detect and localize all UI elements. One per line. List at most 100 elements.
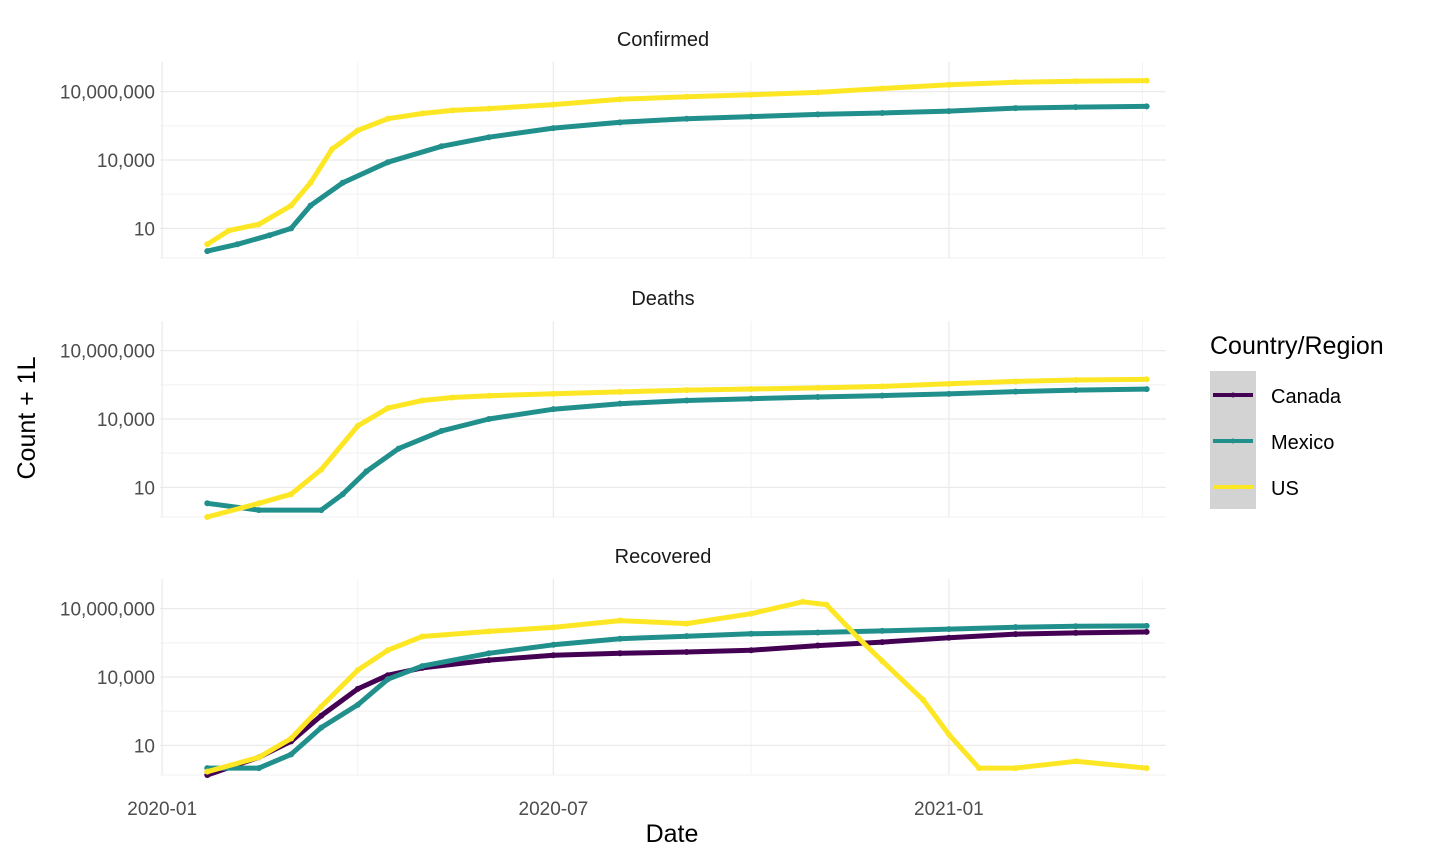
data-point-us — [485, 628, 492, 635]
data-point-canada — [485, 657, 492, 664]
legend-item-us: US — [1213, 478, 1299, 500]
data-point-us — [288, 491, 295, 498]
data-point-mexico — [438, 143, 445, 150]
data-point-mexico — [748, 395, 755, 402]
x-tick-label: 2020-07 — [519, 799, 589, 820]
data-point-us — [419, 633, 426, 640]
data-point-mexico — [339, 179, 346, 186]
data-point-mexico — [307, 202, 314, 209]
data-point-us — [1072, 758, 1079, 765]
data-point-mexico — [879, 110, 886, 117]
data-point-canada — [617, 650, 624, 657]
data-point-us — [318, 466, 325, 473]
data-point-us — [288, 202, 295, 209]
data-point-us — [550, 101, 557, 108]
data-point-mexico — [617, 119, 624, 126]
data-point-us — [920, 696, 927, 703]
data-point-us — [1012, 765, 1019, 772]
legend-swatch-point — [1230, 438, 1236, 444]
data-point-us — [255, 754, 262, 761]
data-point-us — [255, 221, 262, 228]
data-point-mexico — [748, 630, 755, 637]
data-point-canada — [1072, 629, 1079, 636]
data-point-us — [879, 658, 886, 665]
data-point-mexico — [550, 406, 557, 413]
data-point-mexico — [945, 390, 952, 397]
data-point-mexico — [1072, 623, 1079, 630]
data-point-us — [419, 110, 426, 117]
data-point-mexico — [945, 108, 952, 115]
data-point-us — [945, 731, 952, 738]
y-tick-label: 10,000 — [97, 151, 155, 172]
series-line-canada — [204, 629, 1150, 778]
series-line-us — [204, 78, 1150, 247]
data-point-us — [550, 624, 557, 631]
series-line-mexico — [204, 103, 1150, 254]
data-point-mexico — [879, 627, 886, 634]
x-tick-label: 2020-01 — [127, 799, 197, 820]
data-point-mexico — [945, 626, 952, 633]
data-point-us — [683, 620, 690, 627]
data-point-us — [945, 380, 952, 387]
data-point-us — [683, 93, 690, 100]
y-tick-label: 10 — [134, 478, 155, 499]
data-point-us — [485, 105, 492, 112]
data-point-mexico — [617, 635, 624, 642]
data-point-mexico — [1012, 105, 1019, 112]
data-point-us — [204, 241, 211, 248]
data-point-us — [855, 635, 862, 642]
data-point-mexico — [339, 491, 346, 498]
data-point-mexico — [617, 400, 624, 407]
data-point-us — [879, 85, 886, 92]
data-point-us — [683, 387, 690, 394]
data-point-us — [204, 768, 211, 775]
data-point-mexico — [683, 397, 690, 404]
data-point-us — [617, 388, 624, 395]
data-point-us — [419, 397, 426, 404]
data-point-canada — [550, 652, 557, 659]
data-point-us — [354, 127, 361, 134]
data-point-us — [449, 394, 456, 401]
data-point-us — [879, 383, 886, 390]
data-point-canada — [879, 639, 886, 646]
data-point-us — [748, 91, 755, 98]
data-point-us — [485, 392, 492, 399]
data-point-us — [318, 703, 325, 710]
data-point-canada — [945, 634, 952, 641]
data-point-mexico — [384, 676, 391, 683]
legend-swatch-point — [1230, 392, 1236, 398]
data-point-canada — [814, 642, 821, 649]
data-point-mexico — [748, 113, 755, 120]
legend-item-canada: Canada — [1213, 386, 1342, 408]
data-point-mexico — [266, 232, 273, 239]
facet-panels: Confirmed 10 10,000 10,000,000 Deaths 10 10,00… — [60, 29, 1166, 820]
data-point-mexico — [683, 633, 690, 640]
data-point-mexico — [255, 765, 262, 772]
data-point-mexico — [354, 701, 361, 708]
y-tick-label: 10,000,000 — [60, 83, 155, 104]
data-point-us — [975, 765, 982, 772]
data-point-mexico — [318, 507, 325, 514]
data-point-mexico — [204, 248, 211, 255]
legend-label: Mexico — [1271, 432, 1334, 454]
data-point-us — [354, 422, 361, 429]
data-point-us — [1143, 376, 1150, 383]
data-point-mexico — [419, 663, 426, 670]
data-point-mexico — [550, 641, 557, 648]
legend: Country/Region Canada Mexico US — [1210, 332, 1384, 509]
y-tick-label: 10,000,000 — [60, 600, 155, 621]
data-point-us — [288, 735, 295, 742]
data-point-mexico — [288, 751, 295, 758]
data-point-us — [384, 115, 391, 122]
facet-strip-label: Recovered — [615, 546, 712, 568]
data-point-us — [225, 227, 232, 234]
y-tick-label: 10 — [134, 736, 155, 757]
series-line-mexico — [204, 623, 1150, 771]
data-point-mexico — [438, 427, 445, 434]
data-point-mexico — [234, 241, 241, 248]
y-tick-label: 10,000 — [97, 410, 155, 431]
panel-confirmed: Confirmed 10 10,000 10,000,000 — [60, 29, 1166, 259]
y-tick-label: 10,000 — [97, 668, 155, 689]
legend-swatch-point — [1230, 484, 1236, 490]
